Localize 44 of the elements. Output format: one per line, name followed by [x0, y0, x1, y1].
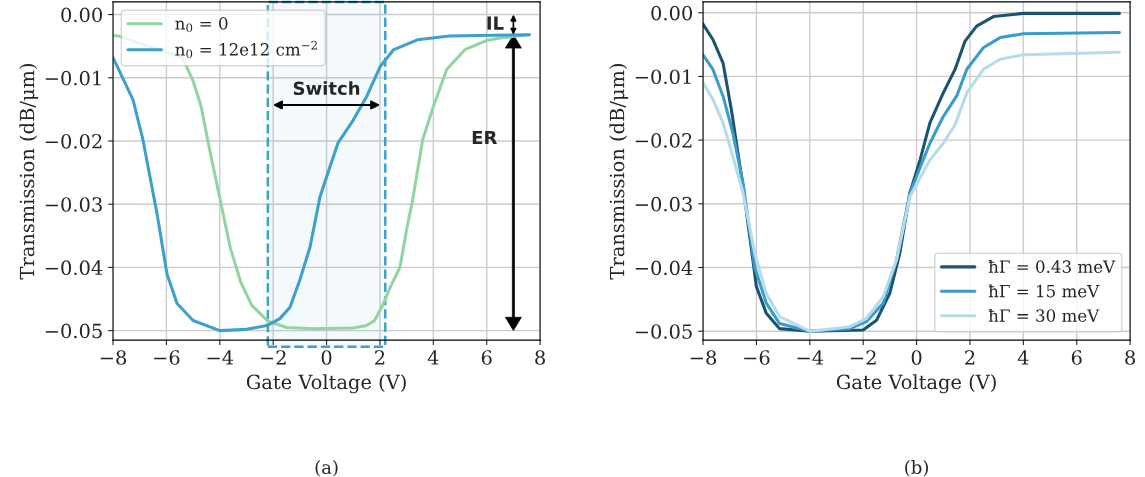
y-tick-label: −0.05 [635, 324, 692, 339]
y-tick-label: 0.00 [61, 7, 102, 23]
x-tick-label: 8 [1125, 350, 1135, 365]
y-tick-label: 0.00 [651, 5, 693, 21]
y-tick-label: −0.03 [635, 196, 692, 212]
y-axis-title: Transmission (dB/μm) [609, 63, 629, 280]
x-tick-label: −2 [260, 350, 286, 365]
text: (b) [905, 460, 928, 477]
x-tick-label: 8 [535, 350, 545, 365]
y-tick-label: −0.05 [45, 323, 102, 339]
x-tick-label: −2 [850, 350, 876, 365]
y-tick-label: −0.01 [635, 69, 691, 85]
y-axis-title: Transmission (dB/μm) [19, 63, 39, 280]
legend-label: ħΓ = 15 meV [988, 284, 1100, 298]
y-tick-label: −0.02 [45, 133, 102, 149]
annotation: IL [487, 16, 504, 30]
x-tick-label: 6 [481, 350, 492, 365]
y-tick-label: −0.03 [45, 197, 102, 212]
x-tick-label: 2 [965, 350, 975, 365]
legend-label: ħΓ = 30 meV [988, 308, 1100, 322]
band-label: Switch [293, 81, 360, 96]
x-tick-label: −6 [744, 350, 770, 365]
text: (a) [315, 460, 338, 477]
y-tick-label: −0.04 [45, 260, 103, 276]
y-tick-label: −0.02 [635, 133, 692, 148]
annotation: ER [472, 130, 498, 145]
x-axis-title: Gate Voltage (V) [836, 374, 996, 394]
x-axis-title: Gate Voltage (V) [246, 374, 406, 394]
legend-label: ħΓ = 0.43 meV [988, 260, 1116, 273]
x-tick-label: −4 [797, 350, 824, 365]
y-tick-label: −0.01 [45, 70, 101, 86]
x-tick-label: 0 [911, 350, 922, 365]
x-tick-label: −6 [154, 350, 180, 365]
x-tick-label: 4 [1017, 350, 1029, 365]
x-tick-label: 6 [1071, 350, 1082, 365]
legend-label: n$_{0}$ = 0 [175, 17, 228, 33]
x-tick-label: −4 [207, 350, 234, 365]
x-tick-label: −8 [690, 350, 717, 365]
legend-label: n$_{0}$ = 12e12 cm$^{−2}$ [175, 40, 317, 59]
x-tick-label: 2 [375, 350, 385, 365]
x-tick-label: −8 [100, 350, 127, 365]
y-tick-label: −0.04 [635, 260, 693, 276]
x-tick-label: 4 [427, 350, 439, 365]
x-tick-label: 0 [321, 350, 332, 365]
